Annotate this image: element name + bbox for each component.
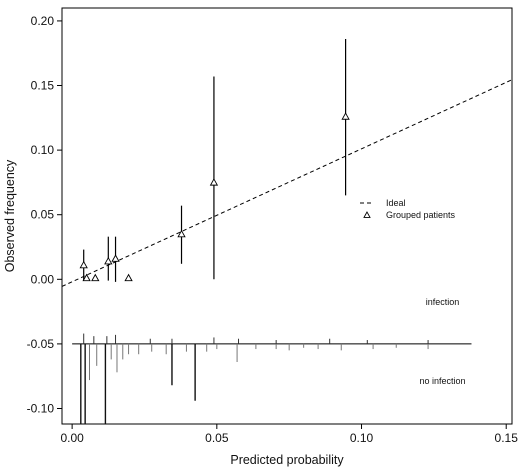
x-axis-title: Predicted probability [230, 453, 344, 467]
y-tick-label: 0.05 [31, 208, 55, 222]
y-tick-label: 0.15 [31, 79, 55, 93]
spike-annotation: infection [426, 297, 460, 307]
grouped-patient-point [104, 256, 113, 265]
ideal-line [61, 79, 513, 287]
x-tick-label: 0.15 [495, 431, 519, 445]
grouped-patient-point [91, 273, 100, 282]
y-tick-label: 0.10 [31, 143, 55, 157]
grouped-patient-point [111, 254, 120, 262]
x-tick-label: 0.10 [350, 431, 374, 445]
y-tick-label: -0.05 [27, 337, 55, 351]
y-tick-label: -0.10 [27, 401, 55, 415]
plot-frame [61, 7, 513, 425]
y-tick-label: 0.20 [31, 14, 55, 28]
spike-annotation: no infection [420, 376, 466, 386]
x-tick-label: 0.00 [60, 431, 84, 445]
grouped-patient-point [79, 260, 88, 269]
y-axis-title: Observed frequency [3, 159, 17, 272]
grouped-patient-point [82, 273, 91, 282]
chart-marks: 0.00 0.05 0.10 0.15 -0.10 -0.05 0.00 0.05 0.10 0.… [27, 14, 519, 445]
legend-label: Ideal [386, 198, 406, 208]
grouped-patient-point [124, 273, 133, 282]
y-tick-label: 0.00 [31, 272, 55, 286]
x-tick-label: 0.05 [205, 431, 229, 445]
legend-triangle-symbol [363, 211, 371, 218]
grouped-patient-point [341, 112, 350, 120]
grouped-patient-point [177, 229, 186, 238]
grouped-patient-point [209, 178, 219, 186]
legend-label: Grouped patients [386, 210, 456, 220]
